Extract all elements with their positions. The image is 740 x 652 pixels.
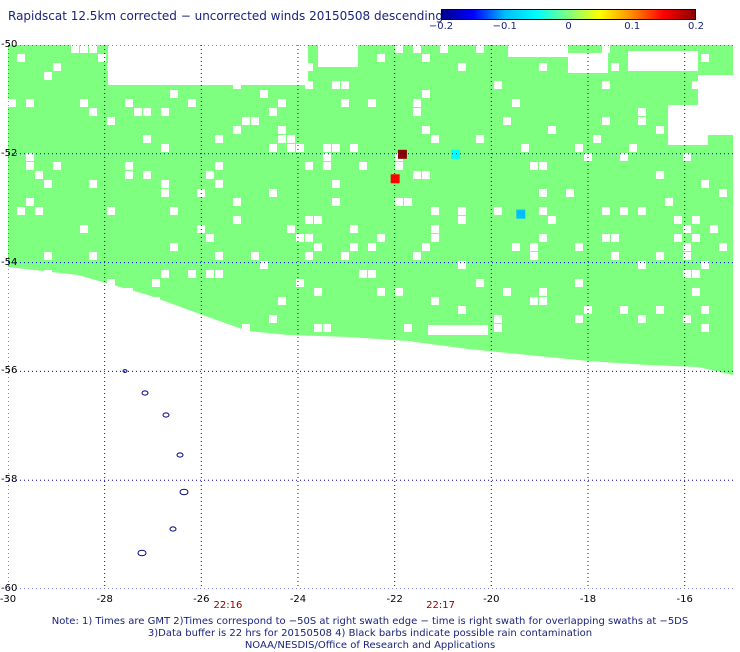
colorbar-tick-label: 0.2 (688, 21, 704, 32)
footnote: Note: 1) Times are GMT 2)Times correspon… (0, 616, 740, 652)
island-outline (162, 412, 170, 418)
colorbar-tick-label: 0 (565, 21, 572, 32)
latitude-tick-label: -50 (1, 39, 18, 50)
island-outline (141, 390, 149, 396)
swath-time-label: 22:17 (426, 600, 455, 611)
longitude-tick-label: -18 (579, 594, 597, 605)
footnote-line-3: NOAA/NESDIS/Office of Research and Appli… (244, 640, 496, 651)
colorbar-tick-label: 0.1 (624, 21, 641, 32)
latitude-tick-label: -60 (1, 583, 18, 594)
longitude-tick-label: -24 (289, 594, 307, 605)
wind-difference-pixel (451, 149, 461, 159)
longitude-tick-label: -16 (676, 594, 693, 605)
longitude-tick-label: -28 (96, 594, 113, 605)
wind-difference-pixel (390, 174, 400, 184)
island-outline (137, 549, 147, 557)
longitude-tick-label: -26 (193, 594, 210, 605)
wind-difference-pixel (397, 149, 407, 159)
island-outline (122, 369, 128, 373)
latitude-tick-label: -58 (1, 474, 18, 486)
latitude-tick-label: -52 (1, 147, 18, 159)
footnote-line-1: Note: 1) Times are GMT 2)Times correspon… (51, 616, 689, 627)
longitude-tick-label: -22 (386, 594, 403, 605)
longitude-tick-label: -30 (0, 594, 17, 605)
colorbar (441, 9, 696, 20)
footnote-line-2: 3)Data buffer is 22 hrs for 20150508 4) … (147, 628, 593, 639)
wind-difference-map (8, 45, 733, 589)
latitude-tick-label: -56 (1, 365, 18, 377)
map-title: Rapidscat 12.5km corrected − uncorrected… (8, 9, 443, 23)
swath-time-label: 22:16 (213, 600, 243, 611)
island-outline (169, 526, 177, 532)
latitude-tick-label: -54 (1, 256, 18, 268)
graticule (8, 45, 733, 589)
wind-difference-pixel (516, 209, 526, 219)
missing-data-pixels (8, 45, 733, 345)
longitude-tick-label: -20 (483, 594, 500, 605)
colorbar-tick-label: −0.1 (492, 21, 517, 32)
island-outline (179, 488, 189, 496)
colorbar-tick-label: −0.2 (428, 21, 454, 32)
island-outline (176, 452, 184, 458)
